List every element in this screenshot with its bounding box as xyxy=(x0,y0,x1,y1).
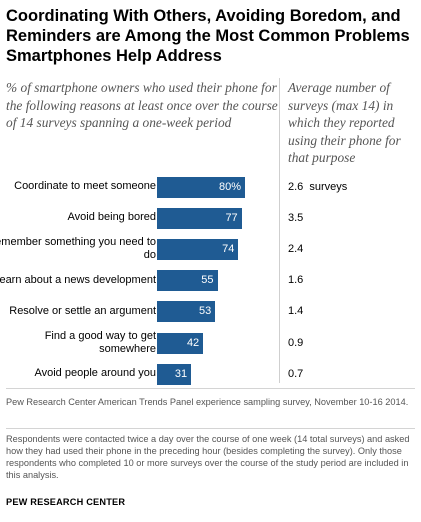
category-label: Learn about a news development xyxy=(0,273,156,286)
bar xyxy=(157,238,239,260)
average-surveys-value: 1.4 xyxy=(288,305,304,318)
bar xyxy=(157,176,245,198)
column-divider xyxy=(279,78,280,383)
source-text: Pew Research Center American Trends Pane… xyxy=(6,397,409,407)
bar-value-label: 77 xyxy=(225,211,238,224)
average-surveys-value: 1.6 xyxy=(288,274,304,287)
category-label: Resolve or settle an argument xyxy=(9,305,156,318)
bar-value-label: 80% xyxy=(218,180,241,193)
category-label: Avoid being bored xyxy=(67,211,156,224)
chart-title: Coordinating With Others, Avoiding Bored… xyxy=(6,7,410,65)
bar xyxy=(157,270,218,292)
average-surveys-value: 2.6 surveys xyxy=(288,180,348,193)
brand-logo-text: PEW RESEARCH CENTER xyxy=(6,497,126,507)
average-surveys-value: 2.4 xyxy=(288,242,304,255)
bar xyxy=(157,301,216,323)
bar-value-label: 53 xyxy=(199,305,212,318)
average-surveys-value: 0.9 xyxy=(288,336,304,349)
bar-value-label: 55 xyxy=(201,274,214,287)
bar xyxy=(157,332,204,354)
average-surveys-value: 0.7 xyxy=(288,367,304,380)
right-column-header: Average number of surveys (max 14) in wh… xyxy=(288,80,401,165)
bar xyxy=(157,207,242,229)
bar-value-label: 31 xyxy=(174,367,188,380)
category-label: Coordinate to meet someone xyxy=(14,180,156,193)
chart-subtitle: % of smartphone owners who used their ph… xyxy=(6,80,278,130)
source-divider xyxy=(6,388,415,389)
bar-value-label: 74 xyxy=(222,242,235,255)
note-divider xyxy=(6,428,415,429)
category-label: Find a good way to get somewhere xyxy=(44,329,156,356)
category-label: Avoid people around you xyxy=(34,367,156,380)
bar xyxy=(157,363,192,385)
average-surveys-value: 3.5 xyxy=(288,211,304,224)
category-label: Remember something you need to do xyxy=(0,235,156,262)
bar-value-label: 42 xyxy=(186,336,200,349)
note-text: Respondents were contacted twice a day o… xyxy=(6,434,410,480)
